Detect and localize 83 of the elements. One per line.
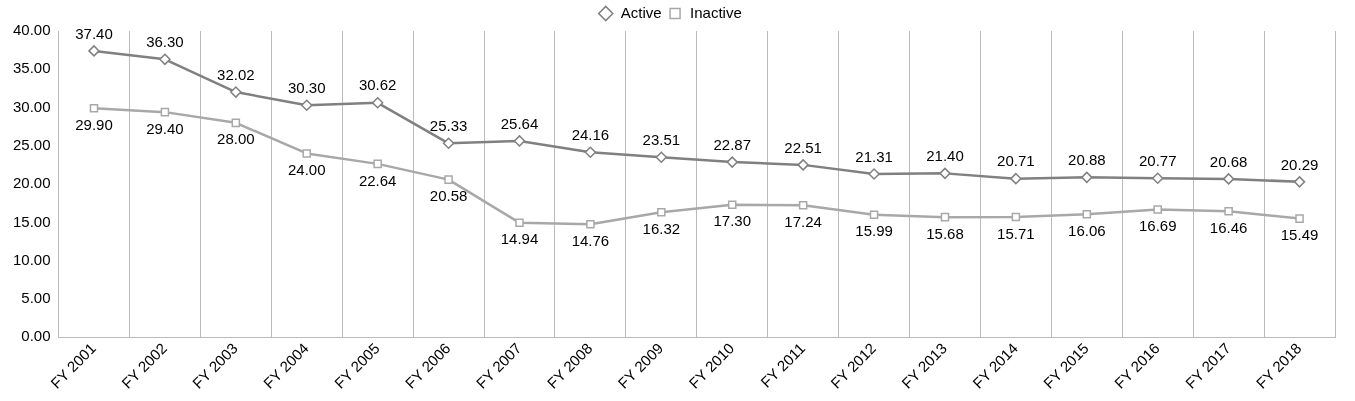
y-tick-label: 5.00 bbox=[21, 289, 51, 307]
y-tick-label: 30.00 bbox=[12, 97, 51, 115]
y-tick-label: 10.00 bbox=[12, 250, 51, 268]
data-label: 15.71 bbox=[997, 224, 1035, 242]
point bbox=[444, 175, 453, 184]
point bbox=[371, 97, 384, 109]
point bbox=[1082, 209, 1092, 219]
point bbox=[1151, 172, 1164, 184]
data-label: 15.99 bbox=[855, 222, 893, 240]
point bbox=[231, 118, 241, 128]
data-label: 21.40 bbox=[926, 147, 964, 165]
point bbox=[797, 159, 809, 171]
data-label: 24.16 bbox=[571, 125, 610, 143]
data-label: 30.62 bbox=[358, 76, 397, 94]
data-label: 24.00 bbox=[287, 161, 326, 179]
point bbox=[1011, 212, 1021, 222]
point bbox=[655, 151, 668, 163]
data-label: 17.30 bbox=[713, 212, 751, 230]
point bbox=[230, 86, 242, 98]
data-label: 16.06 bbox=[1068, 221, 1106, 239]
y-tick-label: 0.00 bbox=[21, 327, 51, 345]
data-label: 22.87 bbox=[713, 135, 751, 153]
data-label: 32.02 bbox=[217, 65, 255, 83]
y-tick-label: 25.00 bbox=[12, 135, 51, 153]
point bbox=[727, 200, 737, 210]
data-label: 20.71 bbox=[997, 152, 1035, 170]
point bbox=[1081, 171, 1093, 184]
data-label: 25.33 bbox=[429, 116, 468, 134]
point bbox=[868, 168, 880, 180]
point bbox=[586, 219, 595, 229]
point bbox=[869, 210, 879, 220]
data-label: 16.69 bbox=[1138, 217, 1177, 235]
y-tick-label: 20.00 bbox=[12, 174, 51, 192]
point bbox=[1010, 172, 1022, 185]
y-tick-label: 15.00 bbox=[12, 212, 51, 230]
data-label: 21.31 bbox=[855, 147, 893, 165]
point bbox=[1293, 176, 1306, 188]
data-label: 29.40 bbox=[146, 119, 184, 137]
data-label: 20.58 bbox=[429, 187, 468, 205]
point bbox=[513, 135, 526, 147]
point bbox=[584, 146, 597, 158]
data-label: 20.68 bbox=[1209, 152, 1248, 170]
data-label: 20.77 bbox=[1138, 151, 1177, 169]
data-label: 15.49 bbox=[1280, 226, 1319, 244]
data-label: 25.64 bbox=[500, 114, 539, 132]
data-label: 29.90 bbox=[75, 115, 113, 133]
point bbox=[442, 137, 455, 150]
point bbox=[89, 104, 99, 113]
y-tick-label: 40.00 bbox=[12, 21, 51, 39]
data-label: 16.32 bbox=[642, 219, 681, 237]
point bbox=[939, 167, 951, 180]
data-label: 15.68 bbox=[926, 224, 964, 242]
data-label: 20.29 bbox=[1280, 155, 1319, 173]
point bbox=[657, 207, 666, 217]
point bbox=[1222, 173, 1235, 185]
data-label: 14.76 bbox=[571, 231, 610, 249]
point bbox=[515, 218, 524, 228]
data-label: 37.40 bbox=[75, 24, 113, 42]
data-label: 23.51 bbox=[642, 130, 681, 148]
data-label: 16.46 bbox=[1209, 218, 1248, 236]
legend-label: Inactive bbox=[690, 3, 742, 21]
data-label: 22.51 bbox=[784, 138, 822, 156]
point bbox=[1295, 214, 1304, 223]
point bbox=[798, 200, 808, 210]
data-label: 22.64 bbox=[358, 171, 397, 189]
point bbox=[726, 156, 738, 168]
legend-label: Active bbox=[620, 3, 662, 21]
point bbox=[300, 99, 313, 111]
point bbox=[373, 159, 382, 169]
y-tick-label: 35.00 bbox=[12, 59, 51, 77]
data-label: 17.24 bbox=[784, 212, 822, 230]
data-label: 14.94 bbox=[500, 230, 539, 248]
point bbox=[302, 149, 312, 158]
point bbox=[159, 53, 171, 66]
data-label: 28.00 bbox=[217, 130, 255, 148]
data-label: 20.88 bbox=[1068, 150, 1106, 168]
data-label: 30.30 bbox=[287, 78, 326, 96]
data-label: 36.30 bbox=[146, 32, 184, 50]
point bbox=[1153, 205, 1162, 214]
point bbox=[940, 212, 950, 222]
point bbox=[160, 107, 170, 117]
point bbox=[88, 45, 100, 57]
point bbox=[1224, 206, 1233, 216]
